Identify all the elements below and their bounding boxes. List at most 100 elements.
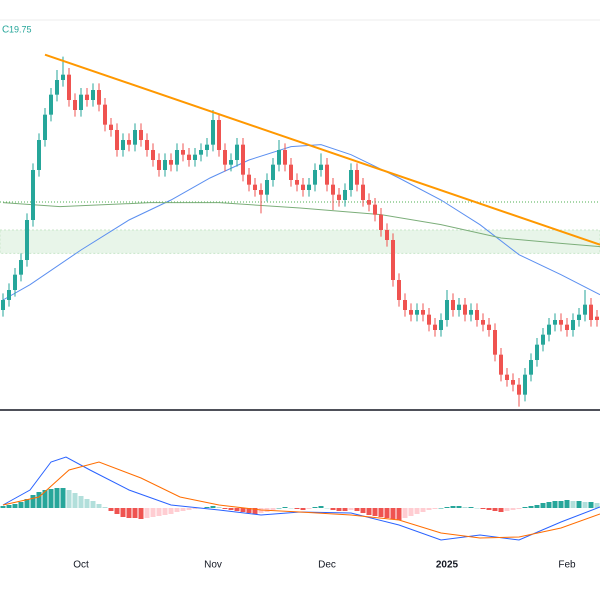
histogram-bar [162,508,168,515]
histogram-bar [330,508,336,510]
candle-body [409,310,413,315]
zone-band [0,229,600,254]
histogram-bar [108,508,114,511]
candle-body [211,120,215,145]
candle-body [169,160,173,165]
candle-body [373,204,377,215]
candle-body [589,304,593,320]
candle-body [565,324,569,330]
candle-body [193,154,197,160]
candle-body [295,180,299,185]
histogram-bar [12,504,18,508]
histogram-bar [432,508,438,509]
histogram-bar [144,508,150,518]
histogram-bar [468,507,474,508]
candle-body [433,324,437,330]
candle-body [265,180,269,195]
histogram-bar [90,501,96,508]
candle-body [505,374,509,380]
macd-line [2,461,600,539]
histogram-bar [552,501,558,508]
candle-body [493,330,497,355]
candle-body [445,300,449,320]
histogram-bar [504,508,510,511]
candle-body [517,384,521,395]
candle-body [583,304,587,315]
candle-body [67,74,71,100]
histogram-bar [246,508,252,513]
histogram-bar [492,508,498,511]
x-tick-label: Dec [318,560,336,571]
candle-body [391,240,395,280]
x-tick-label: Oct [73,560,89,571]
histogram-bar [288,508,294,509]
histogram-bar [126,508,132,518]
candle-body [427,314,431,325]
candle-body [43,114,47,140]
candle-body [205,144,209,150]
histogram-bar [84,499,90,508]
histogram-bar [132,508,138,518]
candle-body [115,130,119,150]
candle-body [289,164,293,180]
candle-body [103,104,107,125]
x-tick-label: Feb [558,560,576,571]
candle-body [457,304,461,310]
histogram-bar [480,508,486,509]
candle-body [385,230,389,240]
candle-body [55,80,59,95]
close-label: C [2,25,9,36]
histogram-bar [228,508,234,510]
candle-body [349,170,353,190]
candle-body [367,200,371,205]
histogram-bar [0,506,6,508]
candle-body [595,316,599,320]
histogram-bar [402,508,408,518]
candle-body [13,274,17,290]
candle-body [529,360,533,375]
candle-body [109,124,113,130]
histogram-bar [528,506,534,508]
histogram-bar [6,505,12,508]
candle-body [127,140,131,145]
candle-body [331,184,335,195]
histogram-bar [30,495,36,508]
histogram-bar [78,496,84,508]
histogram-bar [546,502,552,508]
histogram-bar [348,508,354,510]
histogram-bar [312,507,318,508]
histogram-bar [456,506,462,508]
candle-body [403,300,407,310]
histogram-bar [204,507,210,508]
histogram-bar [498,508,504,512]
candle-body [145,140,149,150]
histogram-bar [24,499,30,508]
histogram-bar [396,508,402,520]
histogram-bar [408,508,414,516]
histogram-bar [102,507,108,508]
candle-body [325,164,329,185]
candle-body [133,130,137,145]
histogram-bar [378,508,384,517]
histogram-bar [486,508,492,510]
candle-body [421,310,425,315]
x-tick-label: 2025 [436,560,459,571]
candle-body [355,170,359,185]
candle-body [415,310,419,315]
candle-body [487,324,491,330]
candle-body [241,144,245,175]
histogram-bar [180,508,186,511]
candle-body [559,320,563,325]
candle-body [25,220,29,260]
candle-body [61,74,65,80]
histogram-bar [444,507,450,508]
histogram-bar [438,508,444,509]
candle-body [247,174,251,185]
histogram-bar [462,507,468,508]
candle-body [97,90,101,105]
candle-body [31,170,35,220]
histogram-bar [72,493,78,508]
candle-body [85,94,89,100]
histogram-bar [570,501,576,508]
